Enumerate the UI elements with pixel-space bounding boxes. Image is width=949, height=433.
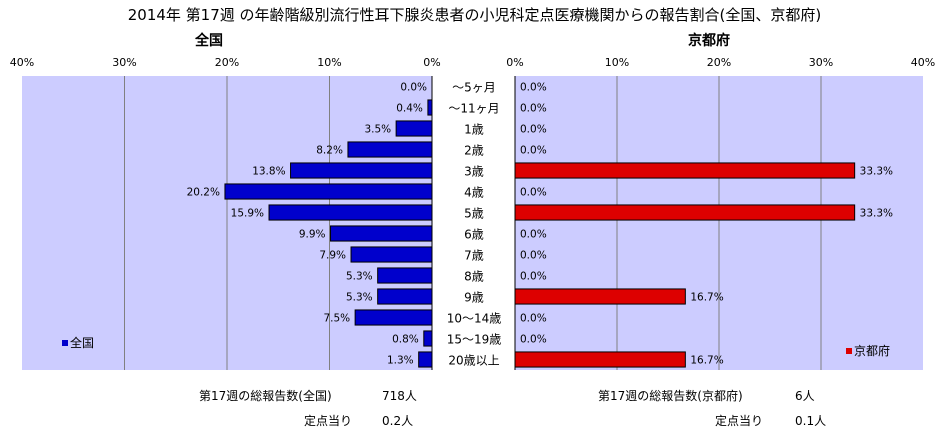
national-bar <box>427 99 433 116</box>
national-data-label: 7.9% <box>319 250 346 262</box>
kyoto-bar <box>514 351 686 368</box>
national-total-label: 第17週の総報告数(全国) <box>199 389 332 403</box>
category-label: 〜11ヶ月 <box>448 102 499 116</box>
national-tick-label: 20% <box>215 56 239 69</box>
kyoto-per-label: 定点当り <box>715 414 764 428</box>
kyoto-bar <box>514 288 686 305</box>
kyoto-tick-label: 0% <box>506 56 523 69</box>
category-label: 9歳 <box>464 291 484 305</box>
national-bar <box>423 330 433 347</box>
kyoto-data-label: 0.0% <box>520 229 547 241</box>
category-label: 8歳 <box>464 270 484 284</box>
kyoto-total-label: 第17週の総報告数(京都府) <box>598 389 743 403</box>
kyoto-legend-label: 京都府 <box>854 343 890 358</box>
kyoto-bar <box>514 204 856 221</box>
national-bar <box>290 162 433 179</box>
national-bar <box>268 204 433 221</box>
national-data-label: 5.3% <box>346 271 373 283</box>
national-bar <box>224 183 433 200</box>
kyoto-data-label: 0.0% <box>520 250 547 262</box>
national-bar <box>350 246 433 263</box>
national-total-value: 718人 <box>382 389 417 403</box>
national-per-value: 0.2人 <box>382 414 414 428</box>
category-label: 1歳 <box>464 123 484 137</box>
kyoto-data-label: 0.0% <box>520 82 547 94</box>
kyoto-data-label: 0.0% <box>520 271 547 283</box>
national-data-label: 1.3% <box>387 355 414 367</box>
kyoto-data-label: 33.3% <box>860 166 893 178</box>
national-bar <box>377 267 433 284</box>
kyoto-data-label: 0.0% <box>520 145 547 157</box>
category-label: 15〜19歳 <box>447 333 502 347</box>
national-tick-label: 0% <box>423 56 440 69</box>
national-data-label: 9.9% <box>299 229 326 241</box>
category-label: 4歳 <box>464 186 484 200</box>
kyoto-data-label: 0.0% <box>520 313 547 325</box>
kyoto-tick-label: 10% <box>605 56 629 69</box>
category-label: 2歳 <box>464 144 484 158</box>
national-panel-title: 全国 <box>195 33 223 49</box>
national-bar <box>395 120 433 137</box>
kyoto-data-label: 33.3% <box>860 208 893 220</box>
kyoto-data-label: 16.7% <box>690 292 723 304</box>
national-legend-swatch <box>62 340 68 346</box>
national-tick-label: 40% <box>10 56 34 69</box>
kyoto-data-label: 16.7% <box>690 355 723 367</box>
kyoto-tick-label: 40% <box>911 56 935 69</box>
kyoto-per-value: 0.1人 <box>795 414 827 428</box>
chart-title: 2014年 第17週 の年齢階級別流行性耳下腺炎患者の小児科定点医療機関からの報… <box>127 6 822 24</box>
kyoto-data-label: 0.0% <box>520 334 547 346</box>
kyoto-data-label: 0.0% <box>520 187 547 199</box>
category-label: 〜5ヶ月 <box>452 81 496 95</box>
category-label: 3歳 <box>464 165 484 179</box>
national-bar <box>418 351 433 368</box>
category-label: 20歳以上 <box>448 354 499 368</box>
kyoto-legend-swatch <box>846 348 852 354</box>
national-bar <box>330 225 433 242</box>
national-bar <box>354 309 433 326</box>
national-data-label: 0.4% <box>396 103 423 115</box>
national-data-label: 20.2% <box>187 187 220 199</box>
national-data-label: 7.5% <box>323 313 350 325</box>
national-data-label: 0.8% <box>392 334 419 346</box>
kyoto-panel-title: 京都府 <box>688 33 730 49</box>
national-legend-label: 全国 <box>70 335 94 350</box>
national-bar <box>377 288 433 305</box>
national-tick-label: 30% <box>112 56 136 69</box>
category-label: 10〜14歳 <box>447 312 502 326</box>
category-label: 5歳 <box>464 207 484 221</box>
national-data-label: 5.3% <box>346 292 373 304</box>
category-label: 7歳 <box>464 249 484 263</box>
national-per-label: 定点当り <box>304 414 353 428</box>
kyoto-tick-label: 20% <box>707 56 731 69</box>
category-label: 6歳 <box>464 228 484 242</box>
national-data-label: 13.8% <box>252 166 285 178</box>
national-data-label: 0.0% <box>400 82 427 94</box>
kyoto-bar <box>514 162 856 179</box>
kyoto-data-label: 0.0% <box>520 103 547 115</box>
national-tick-label: 10% <box>317 56 341 69</box>
national-bar <box>347 141 433 158</box>
national-data-label: 3.5% <box>364 124 391 136</box>
kyoto-tick-label: 30% <box>809 56 833 69</box>
kyoto-data-label: 0.0% <box>520 124 547 136</box>
national-data-label: 15.9% <box>231 208 264 220</box>
kyoto-total-value: 6人 <box>795 389 815 403</box>
national-data-label: 8.2% <box>316 145 343 157</box>
